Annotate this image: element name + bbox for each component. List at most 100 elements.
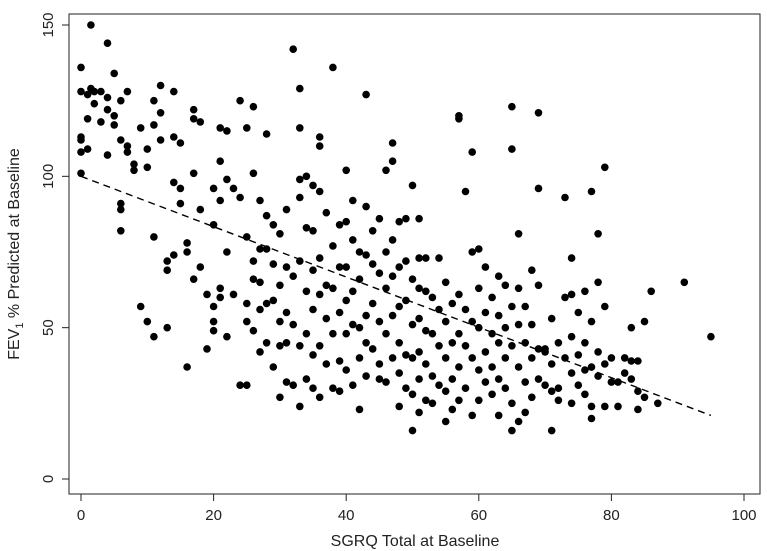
data-point bbox=[614, 378, 622, 386]
data-point bbox=[647, 287, 655, 296]
data-point bbox=[468, 317, 477, 326]
data-point bbox=[203, 290, 211, 299]
data-point bbox=[342, 296, 351, 305]
data-point bbox=[422, 360, 430, 368]
data-point bbox=[342, 366, 351, 374]
data-point bbox=[388, 139, 397, 147]
data-point bbox=[77, 63, 85, 72]
data-point bbox=[296, 402, 304, 411]
data-point bbox=[594, 278, 602, 287]
data-point bbox=[567, 290, 576, 299]
data-point bbox=[282, 308, 291, 317]
data-point bbox=[534, 281, 543, 290]
data-point bbox=[428, 399, 437, 408]
data-point bbox=[196, 118, 205, 126]
data-point bbox=[528, 354, 536, 362]
data-point bbox=[209, 184, 218, 193]
data-point bbox=[262, 299, 271, 308]
data-point bbox=[355, 354, 364, 362]
y-tick-label: 150 bbox=[40, 12, 57, 37]
data-point bbox=[289, 381, 298, 390]
data-point bbox=[455, 396, 463, 405]
data-point bbox=[494, 411, 503, 420]
data-point bbox=[441, 317, 450, 326]
data-point bbox=[209, 302, 218, 311]
data-point bbox=[362, 251, 370, 259]
data-point bbox=[607, 354, 616, 362]
data-point bbox=[276, 317, 284, 326]
data-point bbox=[342, 217, 351, 226]
data-point bbox=[368, 345, 377, 353]
data-point bbox=[435, 381, 443, 390]
data-point bbox=[335, 263, 344, 271]
data-point bbox=[236, 96, 244, 105]
data-point bbox=[368, 227, 377, 235]
data-point bbox=[415, 408, 423, 417]
x-tick-label: 40 bbox=[338, 507, 355, 524]
data-point bbox=[494, 311, 503, 320]
data-point bbox=[309, 227, 317, 235]
data-point bbox=[176, 139, 185, 147]
data-point bbox=[289, 272, 298, 281]
data-point bbox=[150, 96, 158, 105]
data-point bbox=[355, 248, 364, 256]
data-point bbox=[501, 384, 510, 393]
data-point bbox=[117, 199, 125, 208]
data-point bbox=[382, 378, 390, 386]
data-point bbox=[296, 175, 304, 184]
data-point bbox=[547, 426, 556, 435]
data-point bbox=[388, 157, 397, 165]
data-point bbox=[375, 375, 384, 383]
data-point bbox=[170, 87, 178, 96]
data-point bbox=[408, 275, 417, 284]
data-point bbox=[587, 402, 596, 411]
data-point bbox=[276, 342, 284, 350]
data-point bbox=[249, 257, 258, 265]
data-point bbox=[77, 136, 85, 144]
data-point bbox=[402, 384, 410, 393]
data-point bbox=[322, 314, 331, 323]
data-point bbox=[508, 342, 516, 350]
data-point bbox=[110, 121, 118, 129]
data-point bbox=[243, 381, 251, 390]
data-point bbox=[256, 305, 264, 314]
data-point bbox=[468, 411, 477, 420]
data-point bbox=[335, 221, 344, 229]
data-point bbox=[296, 257, 304, 265]
data-point bbox=[103, 151, 112, 159]
data-point bbox=[249, 326, 258, 335]
data-point bbox=[302, 287, 311, 296]
data-point bbox=[309, 181, 317, 190]
data-point bbox=[640, 393, 649, 402]
data-point bbox=[415, 348, 423, 356]
data-point bbox=[441, 278, 450, 287]
data-point bbox=[355, 323, 364, 332]
data-point bbox=[170, 133, 178, 141]
data-point bbox=[203, 345, 211, 353]
data-point bbox=[249, 169, 258, 178]
y-axis: 0 50 100 150 bbox=[40, 12, 70, 494]
data-point bbox=[315, 254, 324, 262]
data-point bbox=[349, 287, 357, 296]
data-point bbox=[475, 366, 483, 374]
data-point bbox=[388, 272, 397, 281]
data-point bbox=[249, 102, 258, 111]
data-point bbox=[362, 202, 370, 211]
data-point bbox=[455, 363, 463, 371]
data-point bbox=[349, 236, 357, 244]
data-point bbox=[110, 69, 118, 78]
data-point bbox=[322, 208, 331, 217]
data-point bbox=[475, 284, 483, 293]
data-point bbox=[448, 405, 457, 414]
data-point bbox=[229, 290, 238, 299]
data-point bbox=[587, 414, 596, 423]
data-point bbox=[262, 211, 271, 220]
data-point bbox=[335, 308, 344, 317]
data-point bbox=[117, 227, 125, 235]
data-point bbox=[375, 317, 384, 326]
data-point bbox=[501, 354, 510, 362]
data-point bbox=[455, 290, 463, 299]
data-point bbox=[514, 363, 523, 371]
data-point bbox=[428, 372, 437, 380]
y-axis-label-subscript: 1 bbox=[14, 323, 26, 329]
